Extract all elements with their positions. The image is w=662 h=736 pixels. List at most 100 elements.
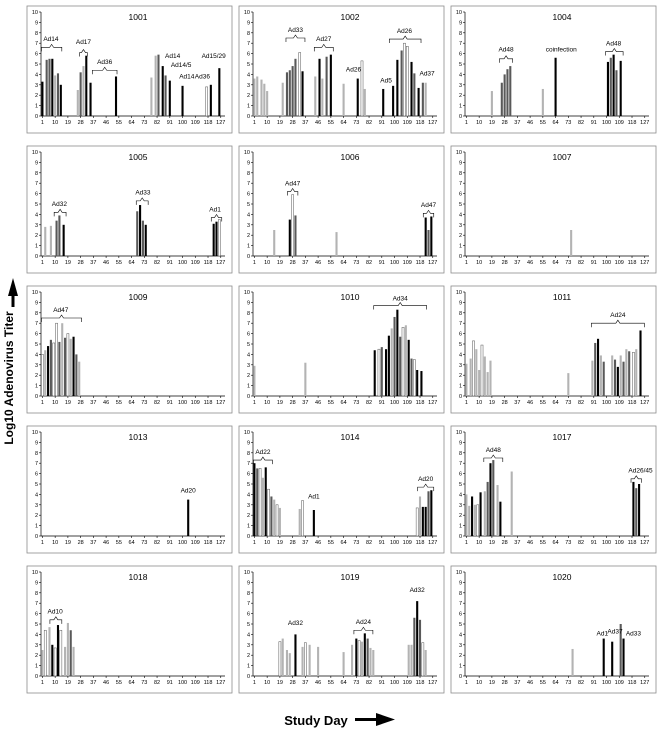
bar bbox=[187, 499, 190, 536]
y-tick-label: 9 bbox=[459, 580, 462, 586]
y-tick-label: 7 bbox=[459, 181, 462, 187]
x-tick-label: 100 bbox=[390, 400, 399, 406]
bar bbox=[291, 66, 294, 116]
y-tick-label: 10 bbox=[32, 430, 38, 436]
x-tick-label: 10 bbox=[264, 540, 270, 546]
y-tick-label: 3 bbox=[35, 83, 38, 89]
y-tick-label: 4 bbox=[247, 72, 250, 78]
x-tick-label: 1 bbox=[253, 680, 256, 686]
bar bbox=[144, 224, 147, 256]
y-tick-label: 5 bbox=[35, 202, 38, 208]
bar bbox=[622, 638, 625, 676]
bar bbox=[403, 42, 406, 117]
x-tick-label: 127 bbox=[216, 400, 225, 406]
annotation-label: Ad24 bbox=[610, 312, 626, 319]
bar bbox=[509, 66, 512, 116]
y-tick-label: 8 bbox=[35, 171, 38, 177]
y-tick-label: 10 bbox=[456, 150, 462, 156]
y-tick-label: 8 bbox=[35, 311, 38, 317]
y-tick-label: 4 bbox=[459, 632, 462, 638]
annotation-label: Ad17 bbox=[76, 39, 92, 46]
y-tick-label: 8 bbox=[35, 451, 38, 457]
bar bbox=[639, 330, 642, 396]
x-tick-label: 64 bbox=[553, 120, 559, 126]
x-tick-label: 73 bbox=[565, 120, 571, 126]
bar bbox=[609, 57, 612, 116]
bar bbox=[275, 504, 279, 537]
x-tick-label: 73 bbox=[141, 260, 147, 266]
x-tick-label: 46 bbox=[103, 540, 109, 546]
annotation-label: coinfection bbox=[546, 47, 577, 54]
panel-frame bbox=[26, 285, 233, 414]
bar bbox=[619, 60, 622, 116]
bar bbox=[471, 496, 474, 536]
x-tick-label: 19 bbox=[65, 260, 71, 266]
annotation-label: Ad47 bbox=[53, 307, 69, 314]
bar bbox=[205, 86, 208, 117]
bar bbox=[410, 61, 413, 116]
annotation-bracket bbox=[41, 43, 63, 52]
x-tick-label: 127 bbox=[216, 260, 225, 266]
y-tick-label: 0 bbox=[247, 254, 250, 260]
y-tick-label: 3 bbox=[459, 223, 462, 229]
y-tick-label: 4 bbox=[459, 72, 462, 78]
bar bbox=[366, 638, 369, 676]
x-tick-label: 91 bbox=[379, 260, 385, 266]
bar bbox=[55, 322, 58, 397]
bar bbox=[613, 359, 617, 396]
y-tick-label: 8 bbox=[247, 31, 250, 37]
y-tick-label: 2 bbox=[35, 653, 38, 659]
panel-frame bbox=[450, 145, 657, 274]
x-tick-label: 10 bbox=[476, 120, 482, 126]
x-tick-label: 127 bbox=[216, 540, 225, 546]
panel-title: 1006 bbox=[341, 152, 360, 162]
x-tick-label: 127 bbox=[640, 260, 649, 266]
x-tick-label: 100 bbox=[178, 680, 187, 686]
annotation-bracket bbox=[388, 35, 422, 44]
annotation-label: Ad1 bbox=[209, 206, 221, 213]
bar bbox=[400, 50, 403, 117]
bar bbox=[335, 232, 338, 256]
bar bbox=[399, 336, 402, 396]
annotation-label: Ad47 bbox=[421, 202, 437, 209]
bar bbox=[256, 468, 259, 536]
bar bbox=[212, 223, 215, 256]
x-tick-label: 109 bbox=[191, 120, 200, 126]
bar bbox=[301, 71, 304, 116]
x-tick-label: 118 bbox=[204, 400, 213, 406]
annotation-label: Ad32 bbox=[410, 587, 426, 594]
bar bbox=[619, 355, 622, 396]
y-tick-label: 2 bbox=[35, 373, 38, 379]
x-tick-label: 10 bbox=[476, 540, 482, 546]
y-tick-label: 7 bbox=[35, 461, 38, 467]
y-tick-label: 4 bbox=[35, 632, 38, 638]
bar bbox=[499, 501, 502, 536]
bar bbox=[321, 78, 324, 116]
x-tick-label: 127 bbox=[428, 680, 437, 686]
y-tick-label: 10 bbox=[244, 430, 250, 436]
bar bbox=[421, 642, 425, 677]
bar bbox=[599, 355, 602, 396]
y-tick-label: 10 bbox=[456, 290, 462, 296]
bar bbox=[373, 350, 376, 396]
y-tick-label: 3 bbox=[247, 643, 250, 649]
x-tick-label: 73 bbox=[353, 680, 359, 686]
x-tick-label: 64 bbox=[341, 120, 347, 126]
panel-title: 1017 bbox=[553, 432, 572, 442]
bar bbox=[298, 508, 301, 536]
x-tick-label: 28 bbox=[78, 260, 84, 266]
x-tick-label: 10 bbox=[476, 680, 482, 686]
annotation-bracket bbox=[417, 483, 435, 492]
annotation-bracket bbox=[591, 319, 645, 328]
bar bbox=[218, 68, 221, 116]
bar bbox=[380, 347, 383, 396]
x-axis-arrow-icon bbox=[376, 713, 395, 726]
panel-title: 1009 bbox=[129, 292, 148, 302]
bar bbox=[496, 485, 499, 536]
y-tick-label: 6 bbox=[459, 332, 462, 338]
x-tick-label: 100 bbox=[602, 260, 611, 266]
